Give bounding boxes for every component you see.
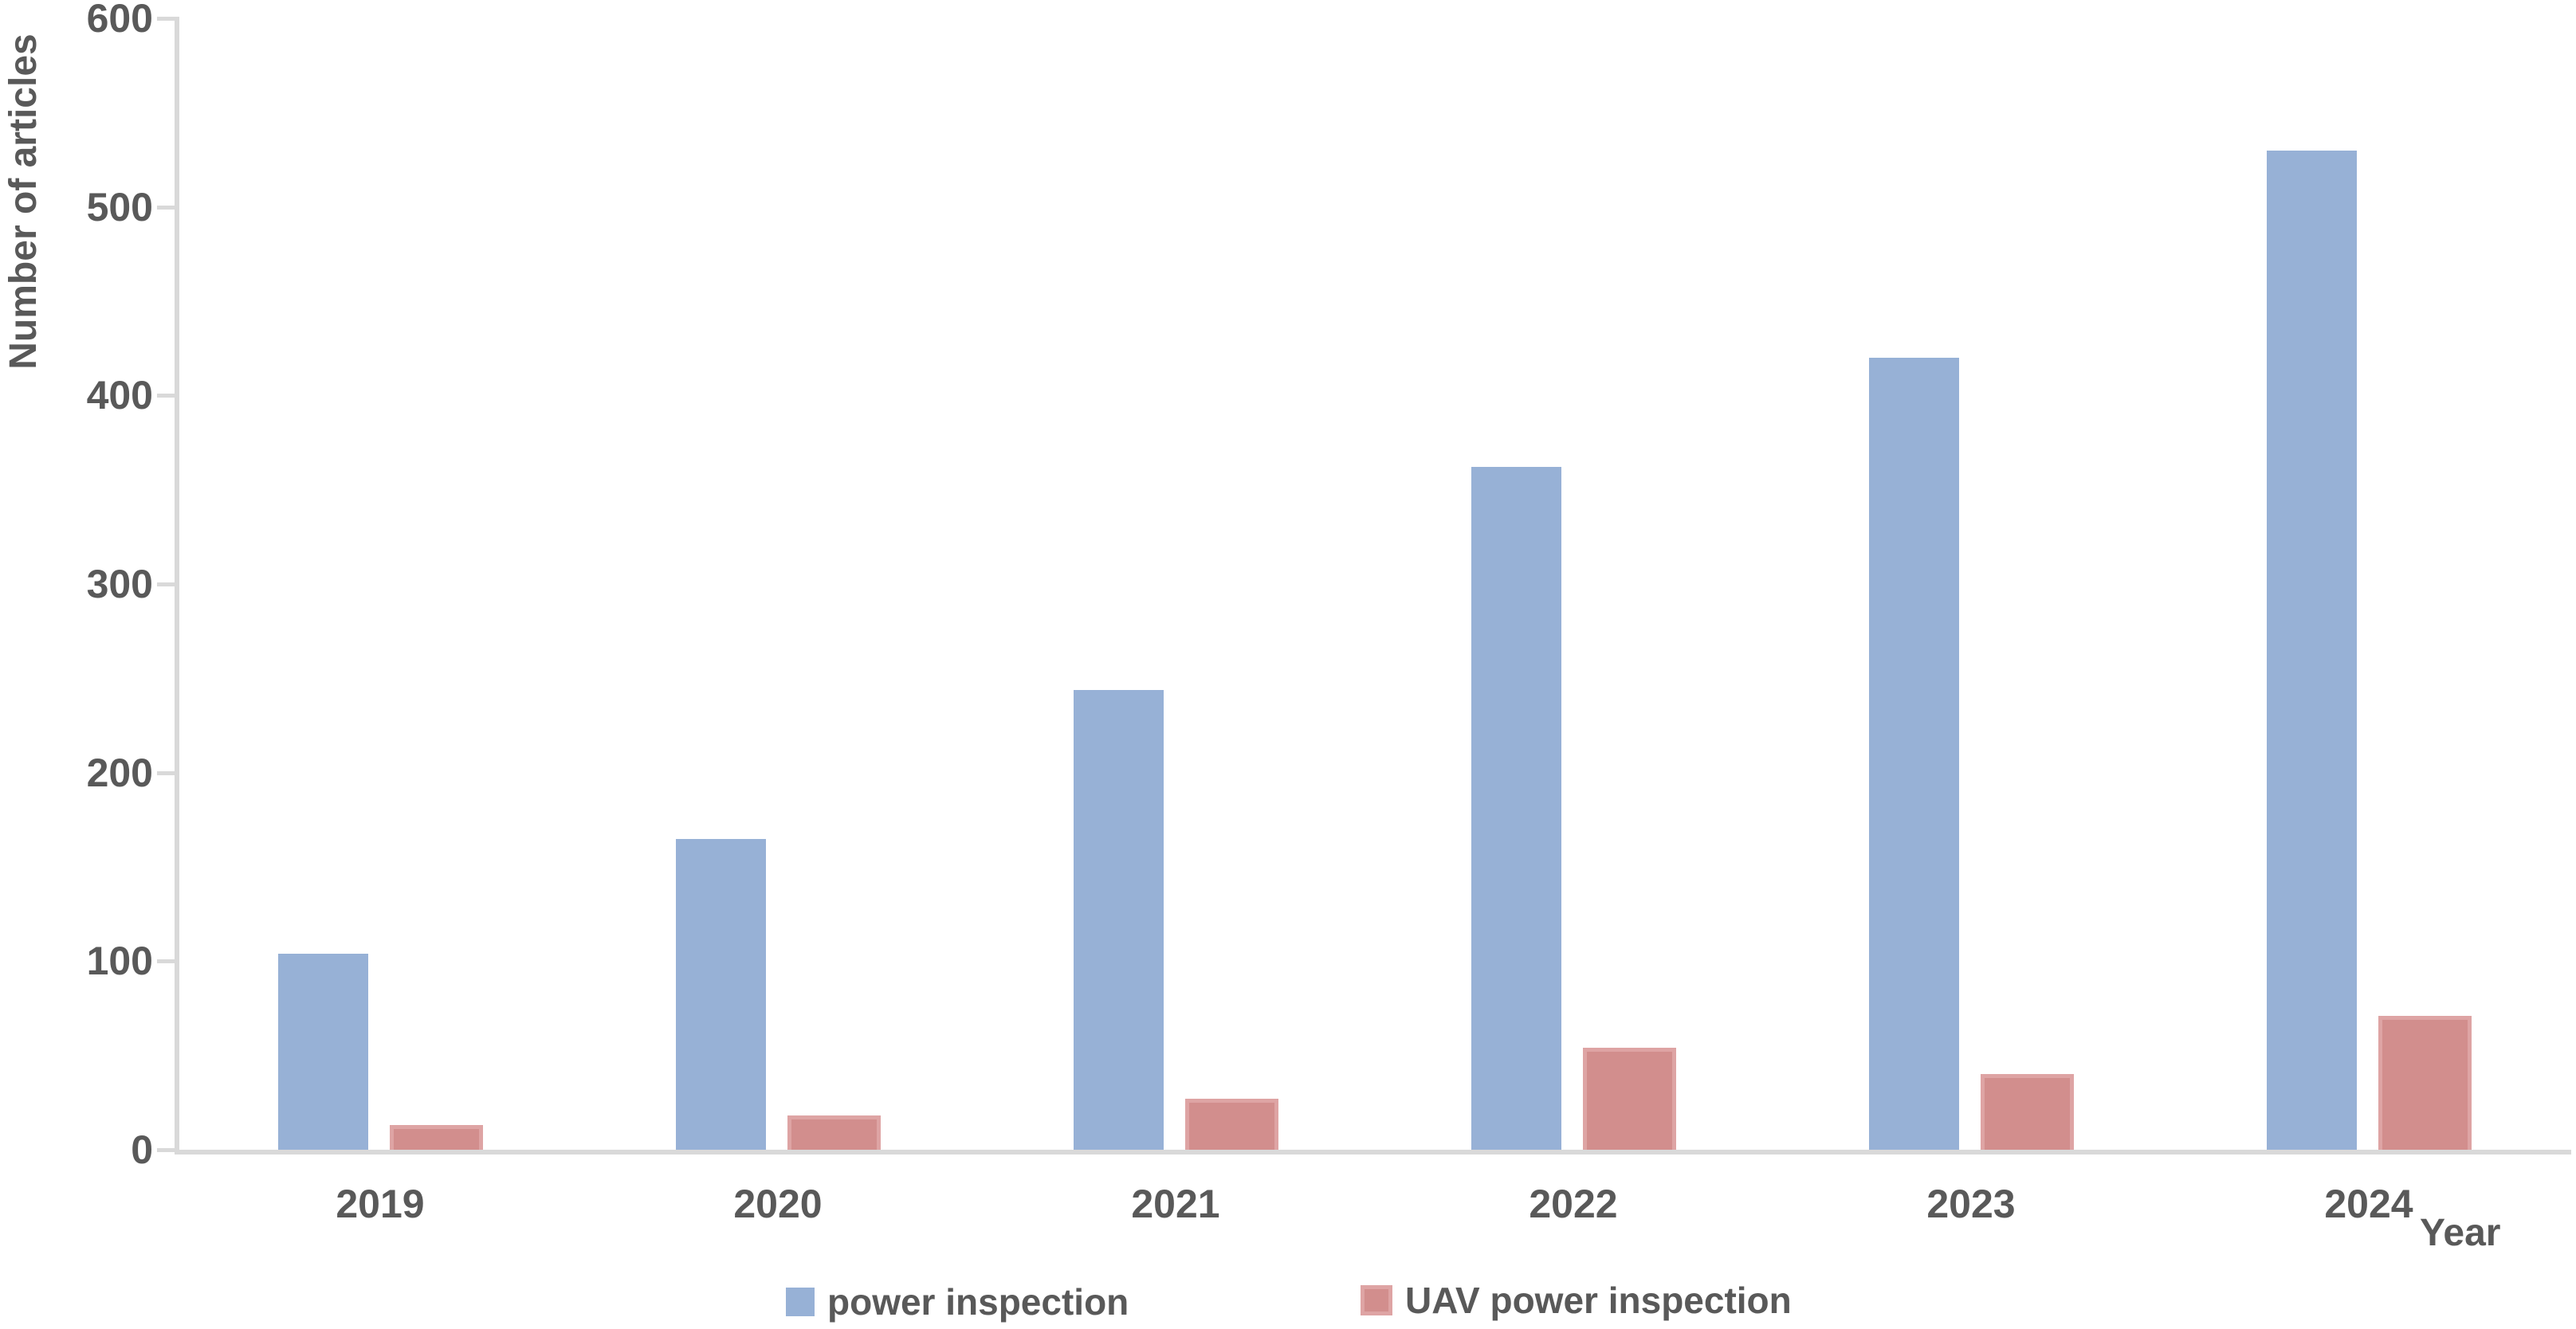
x-axis-line (175, 1150, 2571, 1155)
legend-item-power-inspection: power inspection (786, 1284, 1129, 1320)
y-tick (157, 394, 179, 398)
y-tick-label: 100 (86, 939, 153, 984)
y-tick-label: 0 (131, 1127, 153, 1172)
legend-label: UAV power inspection (1405, 1280, 1792, 1321)
x-tick-label-2021: 2021 (1131, 1182, 1220, 1226)
bar-power-inspection-2019 (278, 953, 368, 1150)
legend-item-UAV-power-inspection: UAV power inspection (1361, 1282, 1792, 1319)
bar-power-inspection-2021 (1074, 689, 1164, 1150)
bar-power-inspection-2024 (2267, 150, 2357, 1150)
y-tick (157, 582, 179, 586)
bar-UAV-power-inspection-2023 (1981, 1074, 2074, 1150)
y-tick-label: 300 (86, 562, 153, 606)
y-tick (157, 770, 179, 775)
bar-UAV-power-inspection-2020 (787, 1115, 881, 1150)
x-tick-label-2024: 2024 (2324, 1182, 2413, 1226)
y-tick (157, 1148, 179, 1152)
y-tick-label: 400 (86, 373, 153, 418)
y-tick-label: 600 (86, 0, 153, 41)
legend-label: power inspection (827, 1281, 1129, 1323)
x-axis-title: Year (2420, 1212, 2501, 1254)
bar-power-inspection-2020 (676, 838, 766, 1150)
bar-UAV-power-inspection-2019 (390, 1125, 483, 1150)
bar-UAV-power-inspection-2024 (2378, 1015, 2472, 1150)
x-tick-label-2020: 2020 (733, 1182, 823, 1226)
x-tick-label-2022: 2022 (1529, 1182, 1618, 1226)
y-tick (157, 17, 179, 21)
bar-power-inspection-2022 (1471, 467, 1561, 1150)
legend-swatch-icon (786, 1288, 815, 1316)
y-tick-label: 500 (86, 184, 153, 229)
y-tick-label: 200 (86, 750, 153, 795)
y-axis-line (175, 18, 179, 1155)
y-tick (157, 205, 179, 210)
bar-UAV-power-inspection-2022 (1583, 1048, 1676, 1150)
y-tick (157, 959, 179, 964)
bar-power-inspection-2023 (1869, 358, 1959, 1150)
x-tick-label-2023: 2023 (1926, 1182, 2016, 1226)
bar-UAV-power-inspection-2021 (1185, 1099, 1278, 1150)
legend-swatch-icon (1361, 1285, 1392, 1315)
x-tick-label-2019: 2019 (336, 1182, 425, 1226)
